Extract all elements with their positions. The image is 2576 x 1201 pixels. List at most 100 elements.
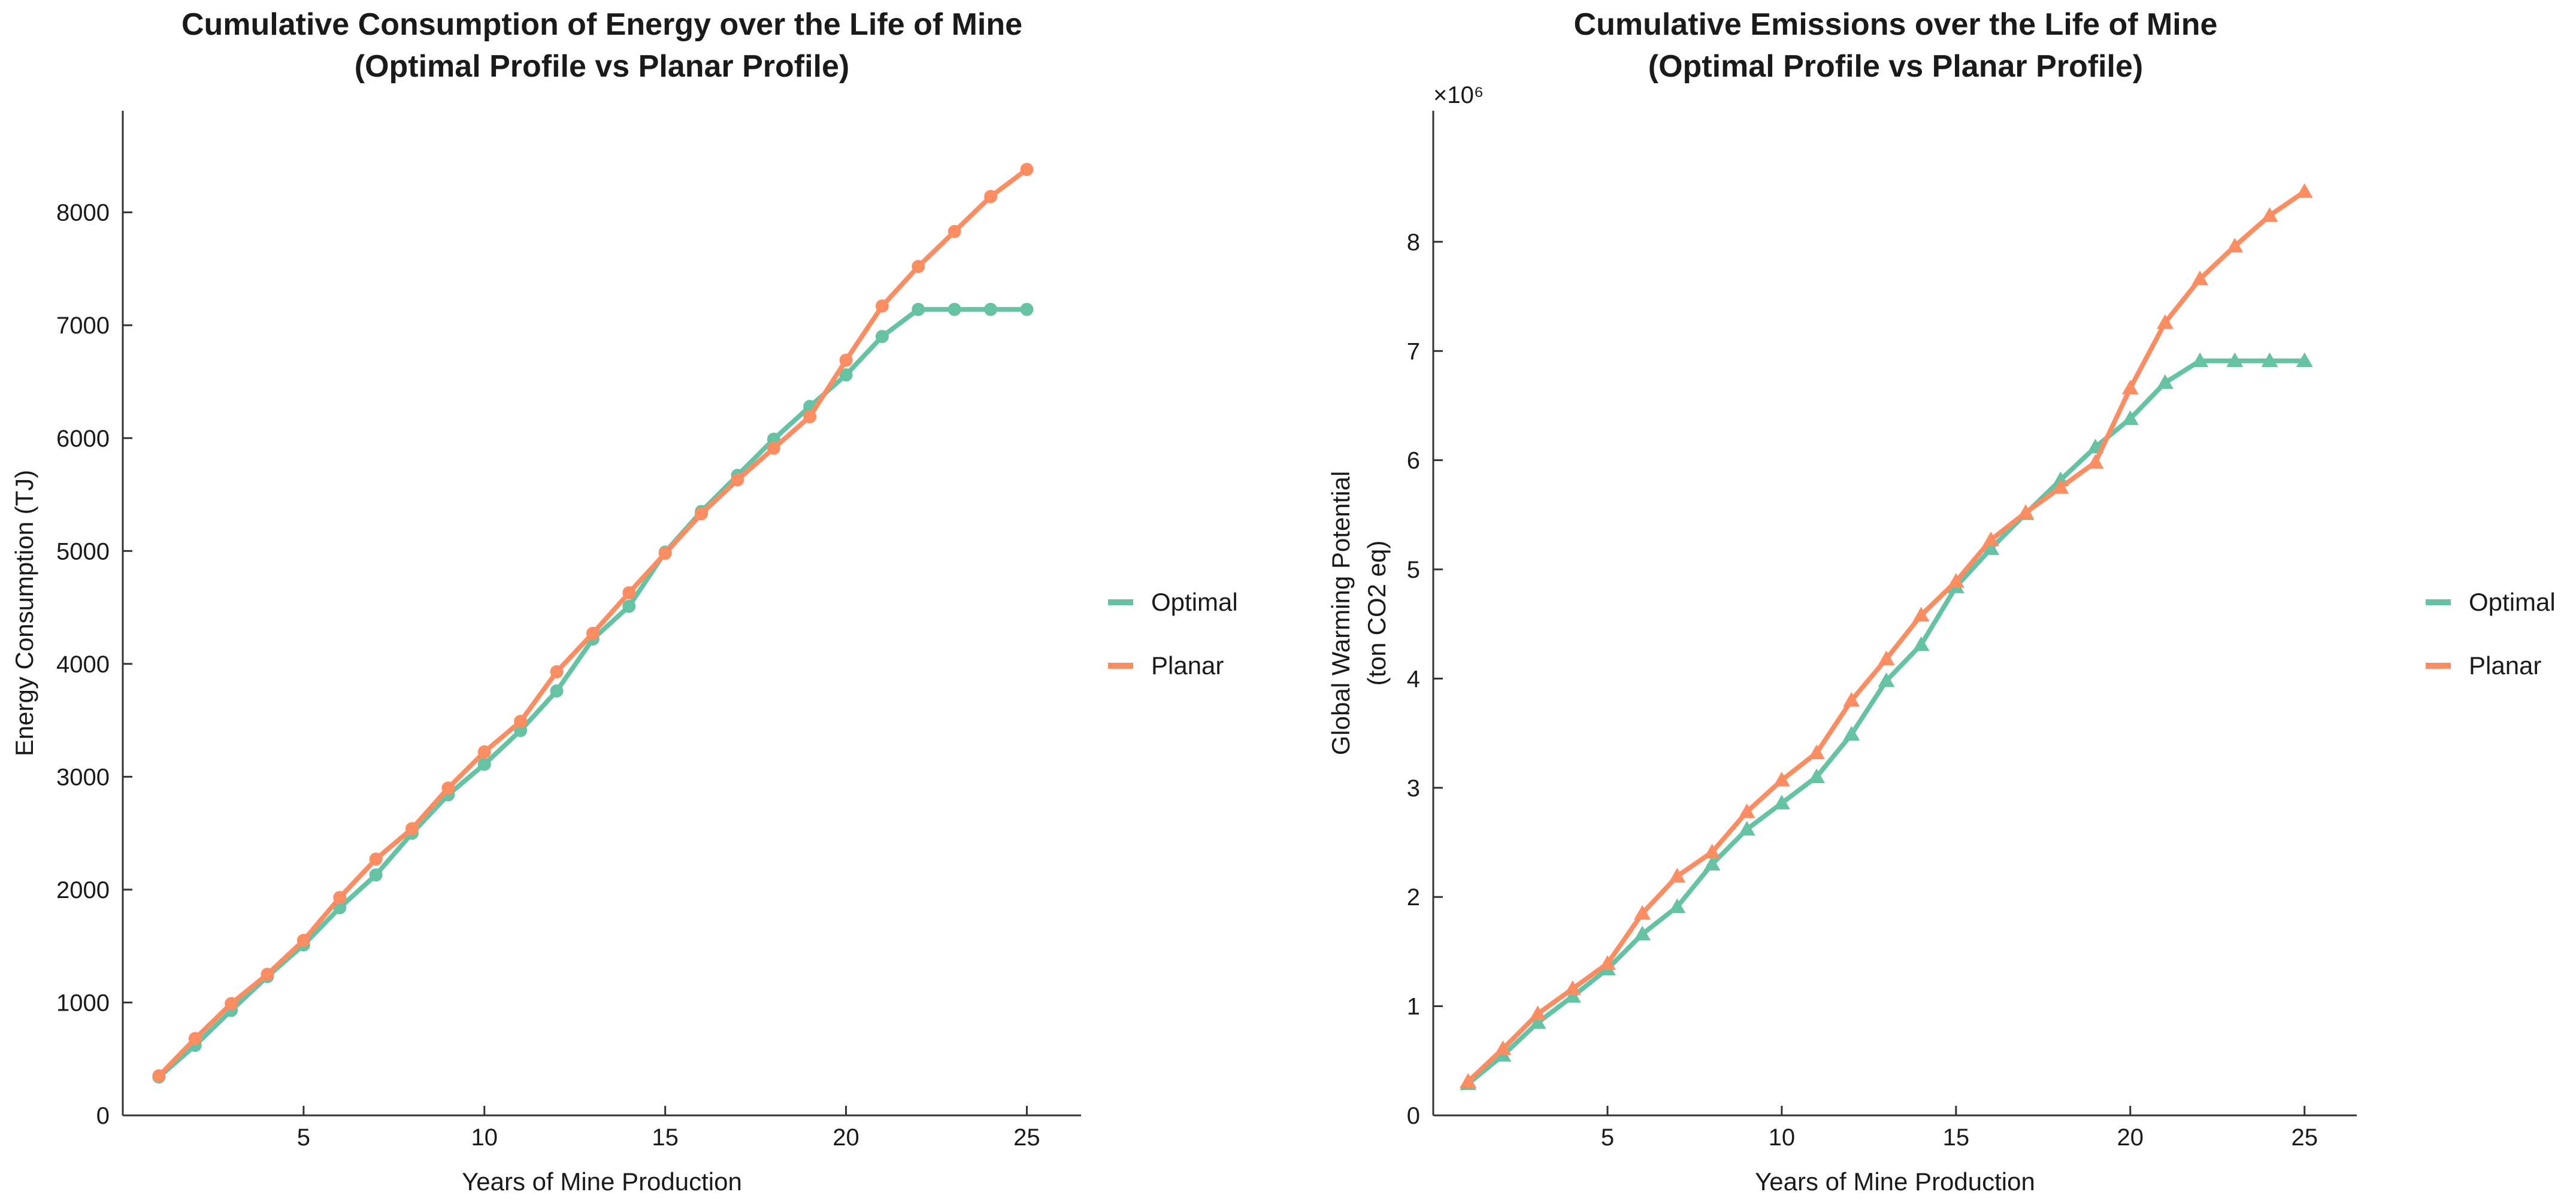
series-line-planar (1466, 189, 2307, 1084)
chart-title-line: (Optimal Profile vs Planar Profile) (1648, 49, 2143, 84)
data-point-planar (1773, 772, 1790, 787)
y-tick-label: 2000 (56, 877, 110, 903)
data-point-planar (1634, 905, 1651, 920)
data-point-optimal (369, 868, 383, 882)
x-tick-label: 5 (297, 1124, 310, 1151)
x-tick-label: 20 (833, 1124, 859, 1151)
data-point-optimal (984, 302, 998, 316)
y-tick-label: 4 (1407, 666, 1420, 692)
data-point-optimal (2261, 352, 2278, 368)
data-point-optimal (1738, 821, 1755, 836)
data-point-planar (2121, 380, 2139, 395)
y-tick-label: 6 (1407, 448, 1420, 474)
y-tick-label: 8 (1407, 229, 1420, 256)
data-point-planar (261, 968, 274, 981)
data-point-planar (695, 507, 709, 521)
data-point-planar (296, 933, 310, 947)
data-point-planar (1738, 803, 1755, 818)
series-line-planar (156, 167, 1030, 1078)
data-point-planar (2156, 314, 2174, 329)
chart-title-line: Cumulative Emissions over the Life of Mi… (1574, 7, 2218, 42)
data-point-planar (984, 190, 998, 204)
data-point-planar (2261, 207, 2278, 222)
data-point-optimal (1634, 926, 1651, 941)
data-point-optimal (839, 368, 853, 382)
data-point-optimal (1529, 1014, 1546, 1029)
y-tick-label: 3 (1407, 775, 1420, 802)
data-point-planar (188, 1032, 202, 1045)
data-point-planar (839, 353, 853, 367)
data-point-planar (1494, 1040, 1512, 1056)
y-tick-label: 5 (1407, 557, 1420, 583)
y-axis-label-line: (ton CO2 eq) (1363, 541, 1391, 686)
data-point-optimal (2121, 410, 2139, 425)
data-point-planar (1460, 1073, 1477, 1088)
data-point-planar (948, 225, 961, 238)
data-point-planar (1020, 163, 1034, 177)
data-point-optimal (550, 684, 564, 698)
x-tick-label: 25 (1013, 1124, 1040, 1151)
data-point-optimal (1843, 726, 1860, 741)
data-point-planar (369, 853, 383, 866)
energy-chart: Cumulative Consumption of Energy over th… (10, 7, 1238, 1196)
y-tick-label: 0 (96, 1103, 110, 1129)
data-point-planar (477, 745, 491, 759)
data-point-optimal (1773, 794, 1790, 809)
data-point-planar (1808, 744, 1826, 759)
data-point-planar (550, 665, 564, 679)
x-tick-label: 20 (2117, 1124, 2144, 1151)
data-point-planar (1703, 844, 1721, 859)
data-point-optimal (1020, 302, 1034, 316)
legend-label-planar: Planar (2469, 651, 2541, 680)
data-point-planar (658, 547, 672, 560)
legend-label-planar: Planar (1151, 651, 1224, 680)
data-point-planar (586, 626, 600, 640)
data-point-planar (1982, 531, 2000, 547)
data-point-planar (1564, 980, 1581, 995)
data-point-optimal (948, 302, 961, 316)
x-tick-label: 10 (471, 1124, 498, 1151)
y-tick-label: 0 (1407, 1103, 1420, 1129)
x-tick-label: 15 (652, 1124, 679, 1151)
data-point-planar (1947, 573, 1964, 588)
y-tick-label: 7000 (56, 313, 110, 339)
data-point-optimal (1808, 768, 1826, 784)
chart-title-line: Cumulative Consumption of Energy over th… (181, 7, 1022, 42)
data-point-planar (2087, 454, 2104, 469)
data-point-optimal (1564, 988, 1581, 1003)
data-point-planar (1843, 692, 1860, 707)
data-point-optimal (1982, 540, 2000, 555)
y-tick-label: 1000 (56, 990, 110, 1016)
data-point-optimal (1878, 672, 1895, 687)
data-point-planar (225, 997, 238, 1011)
data-point-optimal (477, 757, 491, 771)
emissions-chart: Cumulative Emissions over the Life of Mi… (1327, 7, 2556, 1196)
data-point-planar (731, 473, 744, 487)
data-point-planar (514, 714, 528, 728)
y-tick-label: 1 (1407, 994, 1420, 1020)
x-axis-label: Years of Mine Production (462, 1167, 742, 1196)
y-axis-label-line: Energy Consumption (TJ) (10, 470, 38, 757)
y-axis-multiplier: ×10⁶ (1433, 82, 1484, 108)
legend-label-optimal: Optimal (2469, 588, 2556, 616)
data-point-planar (405, 822, 419, 836)
data-point-planar (1669, 868, 1686, 883)
y-tick-label: 7 (1407, 338, 1420, 365)
data-point-planar (441, 781, 455, 795)
data-point-planar (1878, 650, 1895, 666)
data-point-planar (912, 260, 925, 274)
x-tick-label: 10 (1769, 1124, 1796, 1151)
chart-title-line: (Optimal Profile vs Planar Profile) (355, 49, 849, 84)
y-tick-label: 6000 (56, 426, 110, 452)
data-point-optimal (875, 330, 889, 344)
x-tick-label: 5 (1601, 1124, 1614, 1151)
x-axis-label: Years of Mine Production (1755, 1167, 2035, 1196)
data-point-planar (2017, 504, 2035, 519)
data-point-planar (2191, 270, 2209, 286)
data-point-optimal (1912, 636, 1930, 651)
data-point-planar (2052, 479, 2069, 494)
data-point-optimal (1669, 898, 1686, 914)
data-point-planar (152, 1069, 166, 1083)
data-point-optimal (622, 599, 636, 613)
